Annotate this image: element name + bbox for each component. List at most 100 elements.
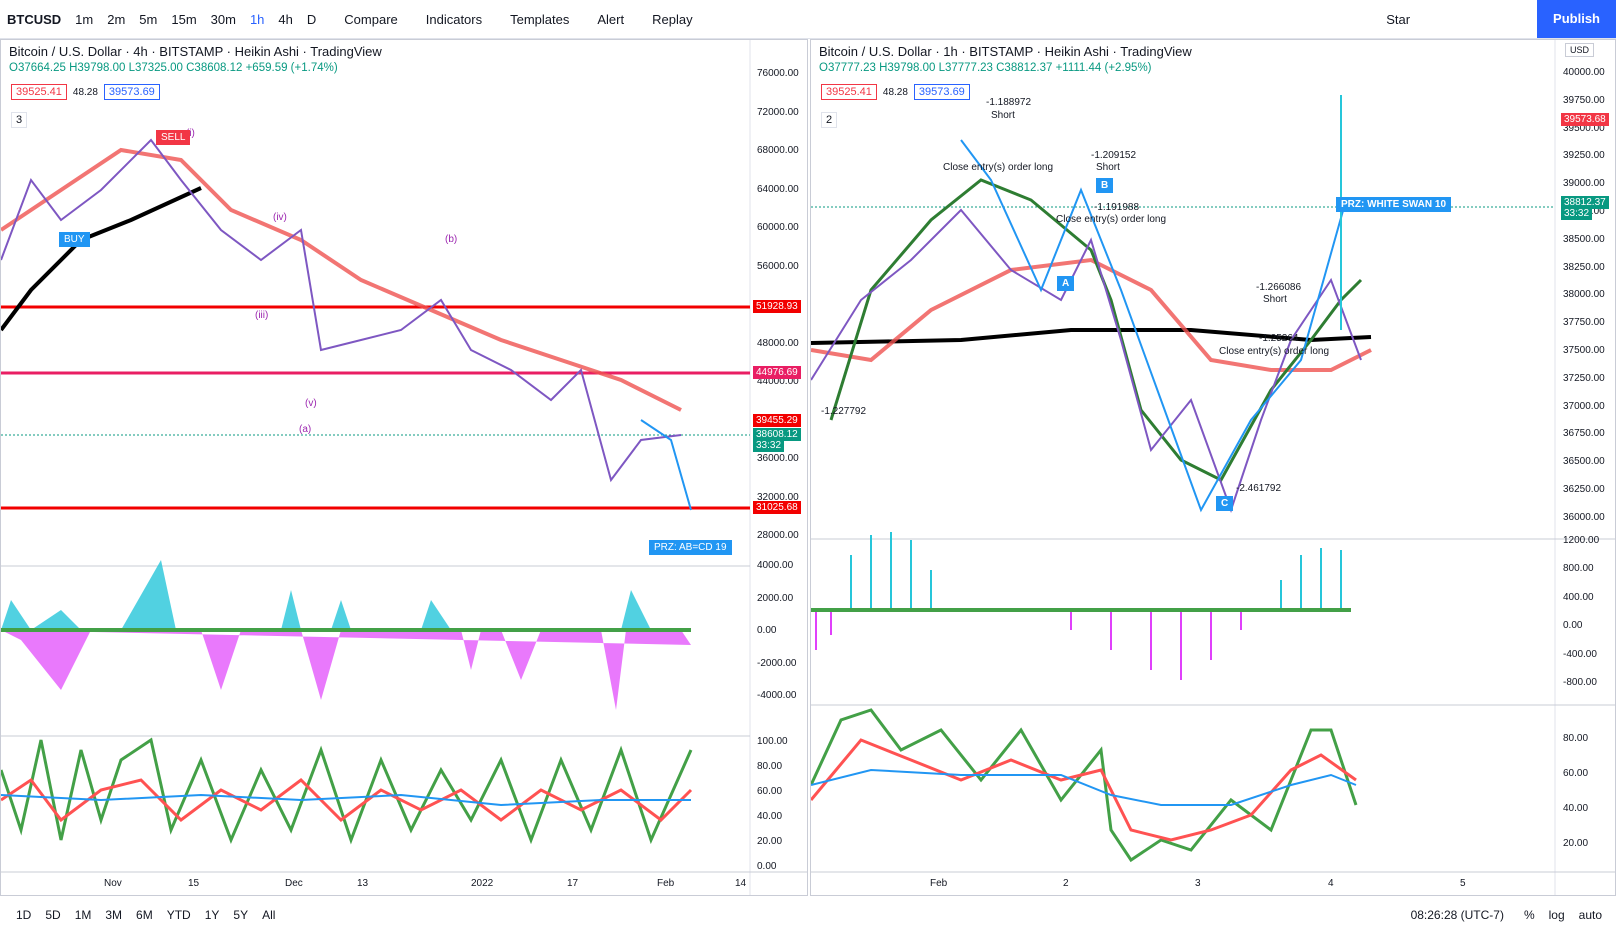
quote: 39525.41 48.28 39573.69 [11,84,160,100]
price-tag: 39455.29 [753,414,801,427]
interval[interactable]: 2m [107,11,126,27]
axis-label: 20.00 [757,836,783,847]
publish-button[interactable]: Publish [1537,0,1616,38]
chart-title: Bitcoin / U.S. Dollar · 1h · BITSTAMP · … [819,44,1192,59]
annotation: (iii) [255,310,269,321]
annotation: -1.209152 [1091,150,1137,161]
toolbar-button[interactable]: Replay [652,11,693,27]
annotation: -1.227792 [821,406,867,417]
annotation: -1.191988 [1094,202,1140,213]
annotation: SELL [156,130,191,145]
axis-label: 64000.00 [757,183,799,195]
price-tag: 44976.69 [753,366,801,379]
price-tag: 38812.37 [1561,196,1609,209]
interval[interactable]: D [306,11,317,27]
annotation: Short [1096,162,1120,173]
indicator-count[interactable]: 2 [821,112,838,128]
axis-label: 2000.00 [757,592,794,604]
interval[interactable]: 15m [171,11,197,27]
toolbar-button[interactable]: Indicators [425,11,483,27]
axis-label: 36000.00 [757,453,799,464]
moving-average [811,328,1372,345]
annotation: PRZ: AB=CD 19 [649,540,732,555]
axis-label: 36750.00 [1563,428,1605,440]
range-button[interactable]: 1M [74,908,92,922]
annotation: -1.188972 [986,97,1032,108]
price-tag: 39573.68 [1561,113,1609,126]
time-label: Nov [104,878,122,889]
time-label: Feb [657,878,675,889]
star-button[interactable]: Star [1386,11,1411,27]
ask[interactable]: 39573.69 [103,84,160,100]
time-label: 2022 [471,878,494,889]
annotation: Short [991,110,1015,121]
time-label: 15 [188,878,200,889]
range-button[interactable]: YTD [166,908,191,922]
right-plot [811,40,1615,895]
axis-label: 56000.00 [757,260,799,272]
interval[interactable]: 4h [278,11,293,27]
annotation: BUY [59,232,90,247]
buttons: Compare Indicators Templates Alert Replay [323,12,699,27]
axis-label: 39250.00 [1563,150,1605,162]
axis-label: 60000.00 [757,222,799,233]
currency[interactable]: USD [1565,43,1595,57]
axis-label: 0.00 [1563,620,1583,632]
interval[interactable]: 1h [249,11,265,27]
time-label: 3 [1195,878,1201,889]
left-chart: Bitcoin / U.S. Dollar · 4h · BITSTAMP · … [0,39,808,896]
clock: 08:26:28 (UTC-7) [1410,908,1504,922]
scale-option[interactable]: log [1548,908,1565,922]
annotation: (iv) [273,212,287,223]
bid[interactable]: 39525.41 [821,84,877,100]
range-button[interactable]: 1Y [204,908,220,922]
range-button[interactable]: 6M [136,908,153,922]
oscillator-line [1,777,693,823]
axis-label: -400.00 [1563,648,1597,660]
range-button[interactable]: 5Y [233,908,249,922]
range-button[interactable]: All [262,908,276,922]
axis-label: 60.00 [1563,768,1589,779]
ohlc: O37664.25 H39798.00 L37325.00 C38608.12 … [9,62,338,74]
symbol[interactable]: BTCUSD [7,11,62,27]
oscillator-line [811,768,1357,806]
range-button[interactable]: 5D [45,908,61,922]
annotation: A [1057,276,1075,291]
range-button[interactable]: 3M [105,908,123,922]
axis-label: 32000.00 [757,491,799,503]
axis-label: 37250.00 [1563,372,1605,384]
toolbar-button[interactable]: Compare [344,11,398,27]
axis-label: 38250.00 [1563,261,1605,273]
indicator-count[interactable]: 3 [11,112,28,128]
chart-title: Bitcoin / U.S. Dollar · 4h · BITSTAMP · … [9,44,382,59]
price-tag: 51928.93 [753,300,801,313]
ask[interactable]: 39573.69 [913,84,970,100]
axis-label: 38500.00 [1563,233,1605,245]
interval[interactable]: 30m [210,11,236,27]
spread: 48.28 [882,86,908,98]
scale-option[interactable]: auto [1578,908,1602,922]
range-button[interactable]: 1D [16,908,32,922]
toolbar-button[interactable]: Templates [510,11,570,27]
axis-label: 800.00 [1563,563,1594,575]
price-line [1,138,682,483]
price-line [811,208,1362,514]
axis-label: 0.00 [757,861,777,872]
annotation: -2.461792 [1236,483,1282,494]
annotation: (v) [305,398,317,409]
price-tag: 33:32 [753,439,785,452]
quote: 39525.41 48.28 39573.69 [821,84,970,100]
price-tag: 38608.12 [753,428,801,441]
axis-label: 39750.00 [1563,94,1605,106]
annotation: B [1096,178,1114,193]
annotation: -1.266086 [1256,282,1302,293]
oscillator-line [811,738,1357,842]
toolbar-button[interactable]: Alert [597,11,625,27]
interval[interactable]: 1m [75,11,94,27]
time-label: Dec [285,878,303,889]
bid[interactable]: 39525.41 [11,84,67,100]
interval[interactable]: 5m [139,11,158,27]
moving-average [811,257,1372,372]
scale-option[interactable]: % [1523,908,1535,922]
